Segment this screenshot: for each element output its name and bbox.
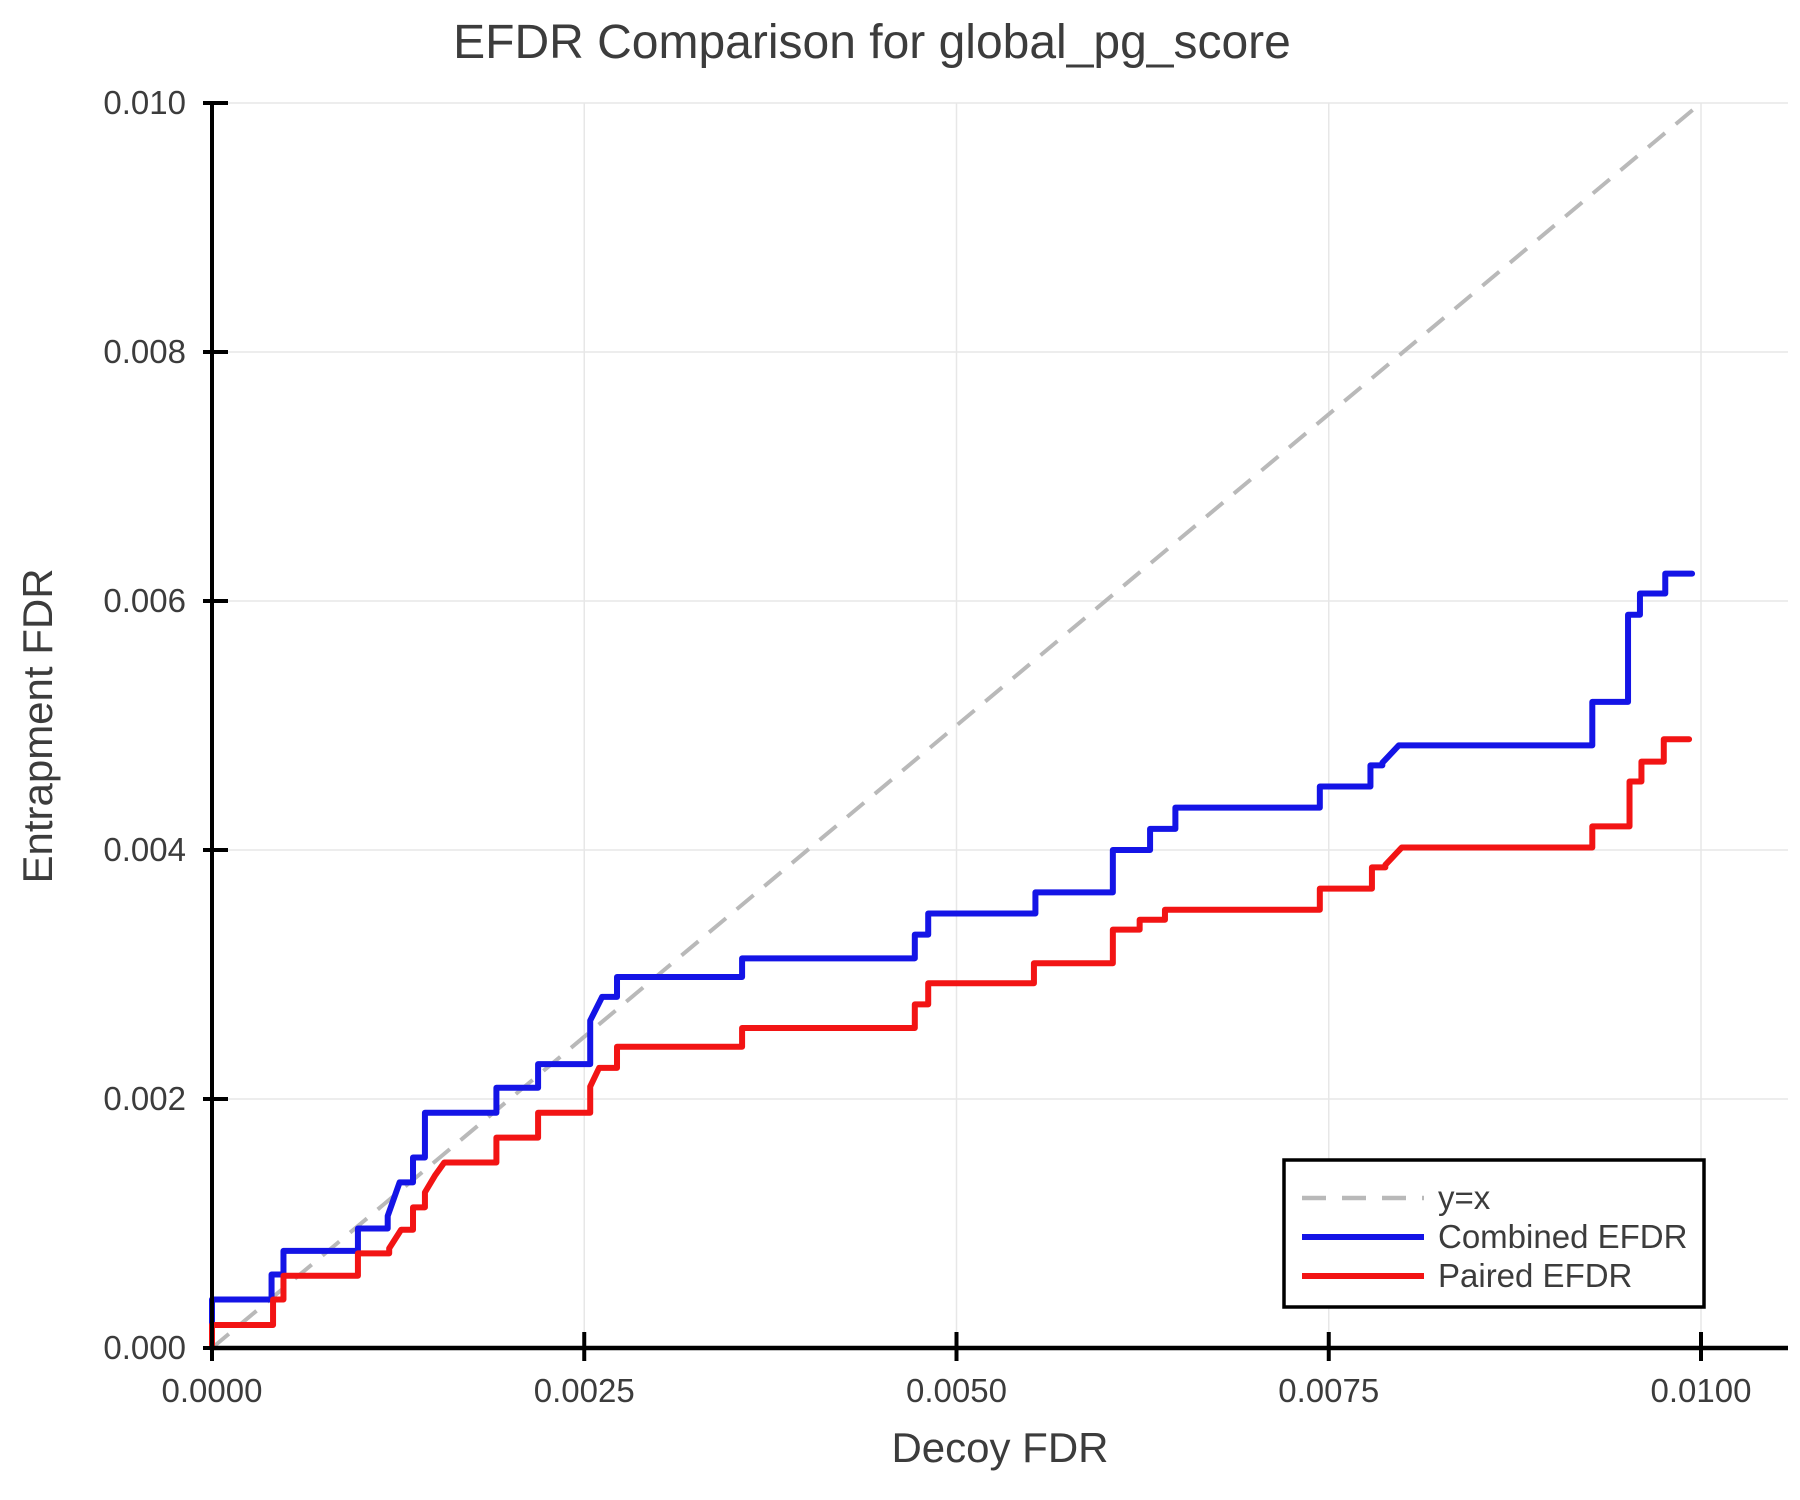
x-tick-label: 0.0075 (1278, 1372, 1379, 1409)
axis-ticks (203, 101, 1703, 1361)
legend-label-combined: Combined EFDR (1438, 1218, 1687, 1255)
x-tick-label: 0.0050 (906, 1372, 1007, 1409)
tick-labels: 0.0000 0.0025 0.0050 0.0075 0.0100 0.000 0.002… (103, 84, 1751, 1409)
legend-label-paired: Paired EFDR (1438, 1257, 1632, 1294)
series-combined-efdr (209, 570, 1696, 1351)
chart-title: EFDR Comparison for global_pg_score (453, 16, 1291, 69)
x-axis-label: Decoy FDR (891, 1424, 1108, 1471)
y-axis-label: Entrapment FDR (14, 568, 61, 883)
axes-spines (210, 103, 1788, 1351)
y-tick-label: 0.008 (103, 333, 186, 370)
x-tick-label: 0.0025 (534, 1372, 635, 1409)
series-paired-efdr (209, 736, 1693, 1351)
y-tick-label: 0.010 (103, 84, 186, 121)
y-tick-label: 0.004 (103, 831, 186, 868)
y-tick-label: 0.002 (103, 1080, 186, 1117)
legend: y=x Combined EFDR Paired EFDR (1282, 1158, 1706, 1309)
x-tick-label: 0.0000 (162, 1372, 263, 1409)
x-tick-label: 0.0100 (1651, 1372, 1752, 1409)
series-lines (209, 101, 1703, 1351)
y-tick-label: 0.006 (103, 582, 186, 619)
legend-label-yx: y=x (1438, 1179, 1491, 1216)
y-tick-label: 0.000 (103, 1329, 186, 1366)
legend-box (1282, 1158, 1706, 1309)
